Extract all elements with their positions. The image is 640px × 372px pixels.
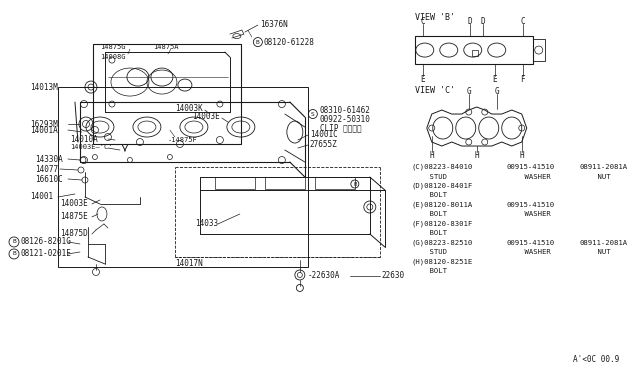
Text: VIEW 'C': VIEW 'C' xyxy=(415,86,455,94)
Text: 14033: 14033 xyxy=(195,219,218,228)
Text: (D)08120-8401F: (D)08120-8401F xyxy=(412,183,473,189)
Bar xyxy=(93,44,241,144)
Text: E: E xyxy=(492,74,497,84)
Text: 22630: 22630 xyxy=(382,272,405,280)
Text: 16610C: 16610C xyxy=(35,174,63,183)
Text: 14003E—'C': 14003E—'C' xyxy=(70,144,113,150)
Bar xyxy=(265,177,305,189)
Text: S: S xyxy=(311,112,315,116)
Text: STUD: STUD xyxy=(412,250,447,256)
Text: 00922-50310: 00922-50310 xyxy=(320,115,371,124)
Bar xyxy=(215,177,255,189)
Text: E: E xyxy=(420,74,425,84)
Text: 14875G: 14875G xyxy=(100,44,125,50)
Text: -14875F: -14875F xyxy=(168,137,198,143)
Text: 14003E: 14003E xyxy=(60,199,88,208)
Text: (C)08223-84010: (C)08223-84010 xyxy=(412,164,473,170)
Text: CLIP クリップ: CLIP クリップ xyxy=(320,124,362,132)
Text: B: B xyxy=(12,251,16,256)
Text: 27655Z: 27655Z xyxy=(310,140,337,148)
Text: 08911-2081A: 08911-2081A xyxy=(580,164,628,170)
Text: 08911-2081A: 08911-2081A xyxy=(580,240,628,246)
Text: H: H xyxy=(520,151,524,160)
Text: BOLT: BOLT xyxy=(412,231,447,237)
Text: 14013M: 14013M xyxy=(30,83,58,92)
Text: 08310-61462: 08310-61462 xyxy=(320,106,371,115)
Text: NUT: NUT xyxy=(580,250,611,256)
Text: F: F xyxy=(520,74,525,84)
Bar xyxy=(415,36,532,64)
Text: 08126-8201G: 08126-8201G xyxy=(21,237,72,247)
Bar xyxy=(315,177,355,189)
Text: 16293M: 16293M xyxy=(30,119,58,129)
Text: BOLT: BOLT xyxy=(412,212,447,218)
Text: (F)08120-8301F: (F)08120-8301F xyxy=(412,221,473,227)
Text: 14077: 14077 xyxy=(35,164,58,173)
Text: B: B xyxy=(12,240,16,244)
Text: 14001: 14001 xyxy=(30,192,53,202)
Text: C: C xyxy=(420,17,425,26)
Text: 16376N: 16376N xyxy=(260,20,287,29)
Text: G: G xyxy=(467,87,471,96)
Text: WASHER: WASHER xyxy=(507,173,550,180)
Text: 14875D: 14875D xyxy=(60,230,88,238)
Bar xyxy=(532,39,545,61)
Text: 14875E: 14875E xyxy=(60,212,88,221)
Text: VIEW 'B': VIEW 'B' xyxy=(415,13,455,22)
Text: H: H xyxy=(429,151,434,160)
Text: 08120-61228: 08120-61228 xyxy=(264,38,315,46)
Text: G: G xyxy=(495,87,499,96)
Text: D: D xyxy=(481,17,485,26)
Text: 14017N: 14017N xyxy=(175,259,203,269)
Bar xyxy=(58,87,308,267)
Text: (G)08223-82510: (G)08223-82510 xyxy=(412,240,473,246)
Text: 14008G: 14008G xyxy=(100,54,125,60)
Text: 14001C: 14001C xyxy=(310,129,337,138)
Bar xyxy=(472,50,477,56)
Text: 00915-41510: 00915-41510 xyxy=(507,202,555,208)
Text: 14010A: 14010A xyxy=(70,135,98,144)
Text: 14003E: 14003E xyxy=(192,112,220,121)
Text: C: C xyxy=(520,17,525,26)
Text: B: B xyxy=(353,182,356,186)
Text: STUD: STUD xyxy=(412,173,447,180)
Text: BOLT: BOLT xyxy=(412,192,447,199)
Text: (E)08120-8011A: (E)08120-8011A xyxy=(412,202,473,208)
Text: WASHER: WASHER xyxy=(507,250,550,256)
Text: WASHER: WASHER xyxy=(507,212,550,218)
Text: 14330A: 14330A xyxy=(35,154,63,164)
Text: 14001A: 14001A xyxy=(30,125,58,135)
Text: 14875A: 14875A xyxy=(153,44,179,50)
Text: 00915-41510: 00915-41510 xyxy=(507,240,555,246)
Text: BOLT: BOLT xyxy=(412,269,447,275)
Text: -22630A: -22630A xyxy=(308,272,340,280)
Text: D: D xyxy=(467,17,472,26)
Text: B: B xyxy=(256,39,260,45)
Text: H: H xyxy=(474,151,479,160)
Text: 00915-41510: 00915-41510 xyxy=(507,164,555,170)
Text: 14003K: 14003K xyxy=(175,103,203,113)
Text: 08121-0201E: 08121-0201E xyxy=(21,250,72,259)
Text: NUT: NUT xyxy=(580,173,611,180)
Text: (H)08120-8251E: (H)08120-8251E xyxy=(412,259,473,265)
Text: A'<0C 00.9: A'<0C 00.9 xyxy=(573,355,620,365)
